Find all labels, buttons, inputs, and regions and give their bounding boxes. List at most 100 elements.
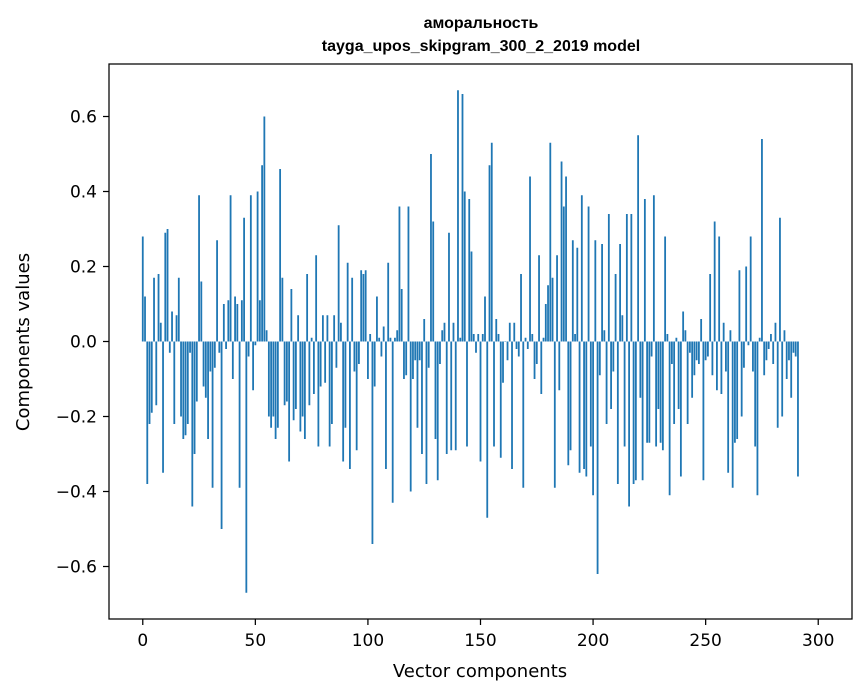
y-tick-label: −0.4: [56, 483, 97, 503]
bar: [693, 341, 696, 376]
bar: [321, 315, 324, 342]
bar: [340, 322, 342, 342]
bar: [436, 341, 439, 481]
bar: [468, 199, 471, 342]
bar: [236, 304, 239, 342]
bar: [157, 274, 160, 342]
bar: [553, 341, 556, 488]
bar: [718, 236, 721, 342]
bar: [792, 341, 795, 353]
bar: [247, 341, 250, 357]
bar: [783, 330, 786, 342]
bar: [727, 341, 730, 473]
bar: [625, 214, 628, 342]
bar: [643, 199, 646, 342]
bar: [193, 341, 196, 454]
bar: [700, 319, 703, 342]
bar: [677, 341, 680, 409]
bar: [380, 341, 383, 357]
bar: [481, 334, 484, 342]
bar: [186, 341, 189, 424]
bar: [432, 221, 435, 342]
bar: [731, 341, 734, 488]
bar: [252, 341, 254, 391]
bar: [448, 232, 450, 342]
bar: [605, 341, 608, 424]
bar: [725, 341, 727, 372]
bar: [610, 341, 612, 409]
bar: [443, 322, 446, 342]
bar: [412, 341, 414, 379]
bar: [331, 341, 333, 424]
bar: [281, 277, 284, 342]
bar: [166, 229, 169, 342]
bar: [576, 247, 579, 342]
bar: [218, 341, 221, 353]
plot-frame: [108, 63, 853, 620]
bar: [353, 341, 356, 372]
x-axis-ticks: 0 50 100 150 200 250 300: [137, 619, 834, 651]
bar: [396, 330, 399, 342]
bar: [245, 341, 248, 593]
bar: [240, 300, 243, 342]
bar: [400, 289, 403, 342]
bar: [763, 341, 766, 376]
y-tick-label: 0.6: [70, 108, 97, 128]
bar: [371, 341, 374, 544]
bar: [333, 315, 336, 342]
bar: [479, 341, 482, 462]
y-axis-ticks: −0.6 −0.4 −0.2 0.0 0.2 0.4 0.6: [56, 108, 109, 578]
bar: [159, 322, 162, 342]
bar: [630, 214, 633, 342]
bar: [664, 236, 667, 342]
x-tick-label: 150: [464, 631, 496, 651]
bar: [734, 341, 736, 443]
bar: [603, 330, 606, 342]
bar: [378, 337, 381, 342]
bar: [274, 341, 277, 439]
bar: [288, 341, 291, 462]
bar: [173, 341, 176, 424]
bar: [520, 274, 522, 342]
bar: [209, 341, 212, 372]
bar: [752, 341, 754, 372]
bar: [770, 334, 772, 342]
bar: [542, 337, 545, 342]
bar: [312, 341, 315, 394]
bar: [416, 341, 419, 428]
bar: [508, 322, 511, 342]
bar: [457, 90, 459, 342]
bar: [619, 244, 621, 342]
bar: [684, 330, 687, 342]
bar: [470, 251, 473, 342]
bar: [612, 341, 615, 372]
bar: [256, 191, 259, 342]
bar: [569, 341, 572, 451]
bar: [535, 341, 538, 364]
bar: [797, 341, 799, 477]
bar: [238, 341, 241, 488]
bar: [150, 341, 153, 413]
bar: [601, 244, 603, 342]
bar: [562, 206, 565, 342]
bar: [195, 341, 198, 402]
bar: [558, 341, 561, 391]
bar: [204, 341, 207, 398]
bar: [646, 341, 649, 443]
bar: [549, 142, 552, 342]
bar: [652, 195, 655, 342]
bar: [477, 334, 480, 342]
bar: [243, 217, 245, 342]
y-axis-label: Components values: [13, 253, 34, 431]
bar: [641, 341, 644, 481]
bar: [367, 341, 369, 379]
bar: [234, 296, 236, 342]
bar: [155, 341, 158, 406]
bar: [394, 337, 396, 342]
bar: [493, 341, 495, 447]
bar: [790, 341, 793, 398]
bar: [180, 341, 182, 417]
bar: [425, 341, 428, 484]
